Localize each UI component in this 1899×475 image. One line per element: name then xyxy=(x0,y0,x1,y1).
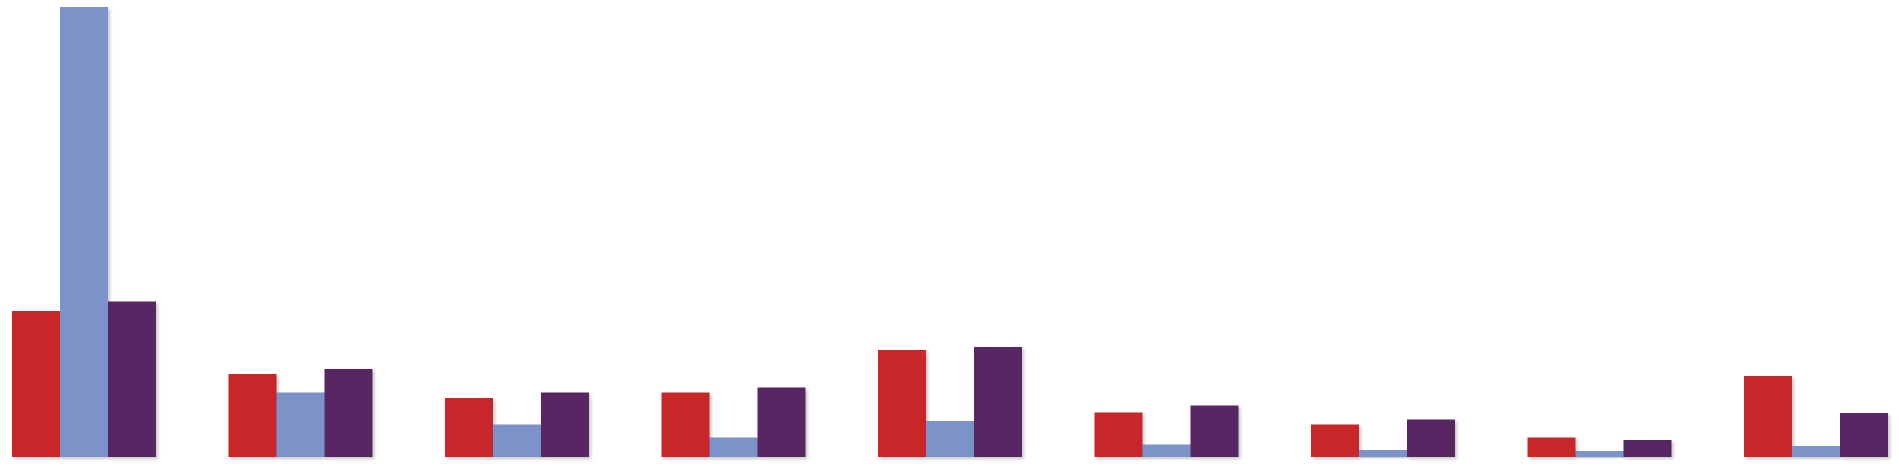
bar xyxy=(1744,376,1792,457)
bar xyxy=(324,368,373,457)
bars-layer xyxy=(12,7,1888,458)
bar xyxy=(108,301,156,457)
bar-group xyxy=(12,7,156,457)
bar xyxy=(1623,439,1672,457)
bar xyxy=(445,398,493,457)
bar xyxy=(1792,445,1840,458)
bar xyxy=(1840,412,1888,457)
bar xyxy=(1359,449,1407,457)
bar xyxy=(1575,451,1624,457)
bar xyxy=(1190,405,1239,458)
bar-group xyxy=(661,387,806,458)
bar xyxy=(757,387,806,458)
bar xyxy=(974,347,1022,457)
bar-group xyxy=(228,368,373,457)
bar xyxy=(541,392,589,457)
bar xyxy=(661,392,710,457)
bar xyxy=(1527,437,1576,457)
bar xyxy=(60,7,108,457)
bar-group xyxy=(1744,376,1888,458)
bar xyxy=(1311,424,1359,457)
bar xyxy=(493,424,541,457)
bar xyxy=(276,392,325,457)
bar xyxy=(1407,419,1455,457)
bar xyxy=(1142,444,1191,457)
bar xyxy=(1094,412,1143,457)
bar-group xyxy=(1527,437,1672,457)
bar xyxy=(12,311,60,457)
bar-group xyxy=(445,392,589,457)
bar-group xyxy=(1311,419,1455,457)
bar-group xyxy=(878,347,1022,457)
bar-group xyxy=(1094,405,1239,458)
bar xyxy=(709,437,758,457)
bar xyxy=(228,374,277,457)
bar xyxy=(926,421,974,457)
bar xyxy=(878,349,926,457)
